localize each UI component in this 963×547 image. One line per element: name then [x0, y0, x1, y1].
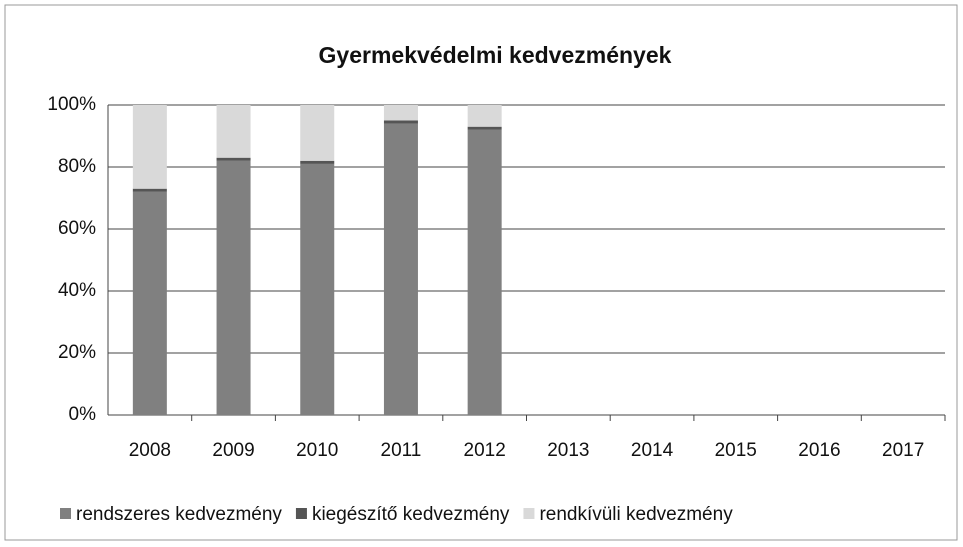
legend-label: rendkívüli kedvezmény [539, 504, 733, 525]
bar-segment [383, 120, 418, 124]
bar-segment [467, 105, 502, 127]
legend-swatch [523, 508, 535, 519]
bar-segment [132, 105, 167, 189]
bar-segment [132, 191, 167, 415]
y-tick-label: 100% [47, 94, 96, 115]
x-tick-label: 2011 [381, 440, 422, 461]
bar-segment [216, 105, 251, 158]
legend-swatch [60, 508, 71, 519]
bar-segment [132, 188, 167, 192]
bar-segment [383, 123, 418, 415]
x-tick-label: 2013 [547, 440, 589, 461]
x-tick-label: 2012 [464, 440, 506, 461]
chart-title: Gyermekvédelmi kedvezmények [319, 42, 672, 68]
bar-segment [300, 163, 335, 415]
x-tick-label: 2017 [882, 440, 924, 461]
x-tick-label: 2008 [129, 440, 171, 461]
bar-segment [467, 129, 502, 416]
bar-segment [216, 157, 251, 161]
x-tick-label: 2016 [798, 440, 840, 461]
bar-segment [300, 160, 335, 164]
y-tick-label: 20% [58, 342, 96, 363]
y-tick-label: 0% [69, 404, 97, 425]
y-tick-label: 80% [58, 156, 96, 177]
x-tick-label: 2009 [212, 440, 254, 461]
bar-segment [216, 160, 251, 415]
legend-label: kiegészítő kedvezmény [312, 504, 510, 525]
bar-segment [300, 105, 335, 161]
x-tick-label: 2010 [296, 440, 338, 461]
legend-label: rendszeres kedvezmény [76, 504, 282, 525]
legend-swatch [295, 508, 307, 519]
bar-segment [467, 126, 502, 130]
bar-segment [383, 105, 418, 121]
y-tick-label: 60% [58, 218, 96, 239]
x-tick-label: 2014 [631, 440, 674, 461]
y-tick-label: 40% [58, 280, 96, 301]
x-tick-label: 2015 [715, 440, 757, 461]
